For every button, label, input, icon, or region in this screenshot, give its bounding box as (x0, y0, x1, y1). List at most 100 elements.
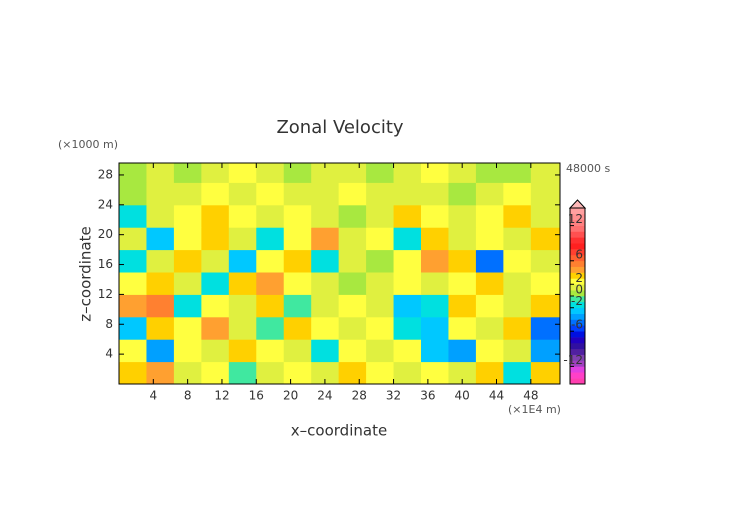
field-cell (393, 272, 422, 295)
field-cell (530, 361, 561, 385)
colorbar-band (570, 360, 585, 367)
field-cell (146, 316, 175, 340)
field-cell (201, 272, 230, 295)
field-cell (119, 204, 147, 228)
field-cell (338, 339, 367, 363)
colorbar-band (570, 372, 585, 379)
field-cell (256, 227, 285, 251)
field-cell (256, 163, 285, 183)
field-cell (393, 361, 422, 385)
field-cell (311, 272, 340, 295)
field-cell (228, 163, 257, 183)
field-cell (228, 204, 257, 228)
field-cell (448, 294, 477, 318)
y-tick-label: 4 (105, 347, 113, 361)
field-cell (448, 204, 477, 228)
colorbar-band (570, 225, 585, 232)
field-cell (228, 182, 257, 206)
field-cell (201, 361, 230, 385)
x-tick-label: 44 (489, 389, 504, 403)
x-tick-label: 24 (317, 389, 332, 403)
field-cell (119, 339, 147, 363)
field-cell (201, 163, 230, 183)
field-cell (173, 163, 202, 183)
field-cell (338, 272, 367, 295)
field-cell (393, 339, 422, 363)
field-cell (448, 163, 477, 183)
field-cell (475, 339, 504, 363)
y-unit: (×1000 m) (58, 138, 118, 151)
field-cell (421, 163, 449, 183)
y-tick-label: 8 (105, 317, 113, 331)
colorbar-band (570, 325, 585, 332)
field-cell (421, 316, 449, 340)
field-cell (393, 294, 422, 318)
colorbar-over (568, 199, 587, 209)
field-cell (338, 361, 367, 385)
field-cell (146, 294, 175, 318)
field-cell (228, 249, 257, 273)
field-cell (119, 249, 147, 273)
colorbar-band (570, 219, 585, 226)
field-cell (173, 294, 202, 318)
field-cell (366, 339, 395, 363)
field-cell (448, 316, 477, 340)
field-cell (201, 227, 230, 251)
field-cell (311, 249, 340, 273)
field-cell (530, 182, 561, 206)
field-cell (311, 182, 340, 206)
field-cell (228, 227, 257, 251)
field-cell (119, 361, 147, 385)
field-cell (366, 294, 395, 318)
field-cell (201, 249, 230, 273)
field-cell (475, 294, 504, 318)
field-cell (119, 294, 147, 318)
colorbar-tick-label: 0 (575, 283, 583, 297)
field-cell (366, 361, 395, 385)
field-cell (173, 339, 202, 363)
field-cell (475, 204, 504, 228)
field-cell (421, 249, 449, 273)
field-cell (530, 316, 561, 340)
field-cell (173, 361, 202, 385)
colorbar-band (570, 354, 585, 361)
colorbar-band (570, 313, 585, 320)
colorbar-band (570, 237, 585, 244)
colorbar-band (570, 254, 585, 262)
y-axis-label: z–coordinate (77, 226, 95, 321)
field-cell (503, 294, 532, 318)
field-cell (283, 163, 312, 183)
field-cell (228, 316, 257, 340)
field-cell (119, 272, 147, 295)
field-cell (475, 182, 504, 206)
field-cell (503, 316, 532, 340)
field-cell (256, 204, 285, 228)
y-tick-label: 20 (98, 227, 113, 241)
colorbar-tick-label: 2 (575, 271, 583, 285)
colorbar-band (570, 208, 585, 215)
field-cell (119, 227, 147, 251)
field-cell (173, 227, 202, 251)
field-cell (283, 361, 312, 385)
field-cell (338, 182, 367, 206)
field-cell (119, 316, 147, 340)
field-cell (421, 339, 449, 363)
colorbar-band (570, 260, 585, 267)
field-cell (228, 361, 257, 385)
field-cell (393, 316, 422, 340)
field-cell (530, 272, 561, 295)
field-cell (503, 204, 532, 228)
field-cell (530, 294, 561, 318)
field-cell (475, 163, 504, 183)
field-cell (201, 294, 230, 318)
field-cell (283, 272, 312, 295)
field-cell (503, 227, 532, 251)
field-cell (146, 204, 175, 228)
field-cell (421, 182, 449, 206)
field-cell (338, 294, 367, 318)
colorbar-band (570, 348, 585, 355)
field-cell (393, 204, 422, 228)
colorbar-tick-label: -12 (563, 353, 583, 367)
field-cell (366, 272, 395, 295)
colorbar-tick-label: -2 (571, 294, 583, 308)
